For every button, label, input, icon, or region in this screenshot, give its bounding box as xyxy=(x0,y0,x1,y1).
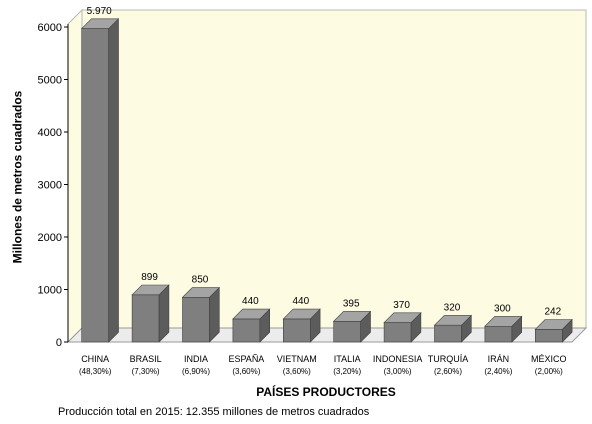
footnote: Producción total en 2015: 12.355 millone… xyxy=(58,406,370,418)
bars: 5.970 899 850 440 440 395 370 320 300 242 xyxy=(80,6,573,343)
x-tick-label: TURQUÍA xyxy=(428,354,469,364)
bar-top xyxy=(131,284,170,296)
bar-front xyxy=(434,324,462,343)
plot-background xyxy=(81,9,587,329)
data-label: 440 xyxy=(242,296,259,307)
bar-top xyxy=(433,315,473,326)
x-tick-label: BRASIL xyxy=(130,354,162,364)
x-tick-label: ESPAÑA xyxy=(228,354,264,364)
y-tick-label: 3000 xyxy=(38,180,62,192)
bar xyxy=(131,284,170,343)
bar-top xyxy=(534,319,573,330)
bar xyxy=(282,308,321,343)
y-axis-title: Millones de metros cuadrados xyxy=(2,52,32,302)
data-label: 320 xyxy=(444,302,461,313)
bar-top xyxy=(383,312,422,323)
x-tick-sublabel: (3,60%) xyxy=(283,367,311,376)
y-axis: 0 1000 2000 3000 4000 5000 6000 xyxy=(38,22,69,349)
bar xyxy=(181,286,221,343)
bar-front xyxy=(182,297,210,343)
x-tick-sublabel: (7,30%) xyxy=(132,367,160,376)
y-tick-label: 2000 xyxy=(38,232,62,244)
bar xyxy=(534,318,573,343)
bar-front xyxy=(333,320,362,343)
bar-top xyxy=(232,308,271,320)
x-tick-label: MÉXICO xyxy=(531,354,567,364)
x-axis: CHINA (48,30%) BRASIL (7,30%) INDIA (6,90%) ES… xyxy=(79,354,567,376)
data-label: 395 xyxy=(343,298,360,309)
x-tick-sublabel: (3,60%) xyxy=(232,367,260,376)
bar xyxy=(232,308,271,343)
bar xyxy=(80,18,120,343)
plot-area xyxy=(66,8,588,344)
data-label: 370 xyxy=(393,300,410,311)
data-label: 242 xyxy=(544,306,561,317)
y-tick-label: 6000 xyxy=(38,22,62,34)
bar xyxy=(332,310,372,343)
y-axis-title-text: Millones de metros cuadrados xyxy=(10,90,24,264)
bar-side xyxy=(108,18,119,343)
bar-front xyxy=(232,318,261,343)
x-tick-sublabel: (2,00%) xyxy=(535,367,563,376)
bar xyxy=(484,315,523,343)
bar-front xyxy=(282,318,311,343)
bar-front xyxy=(484,325,513,343)
bar-top xyxy=(80,18,120,29)
x-tick-sublabel: (48,30%) xyxy=(79,367,112,376)
x-tick-sublabel: (3,00%) xyxy=(384,367,412,376)
bar-front xyxy=(383,322,412,343)
y-tick-label: 4000 xyxy=(38,127,62,139)
y-tick-label: 1000 xyxy=(38,285,62,297)
bar-top xyxy=(484,316,523,327)
bar-front xyxy=(81,28,109,343)
bar-front xyxy=(131,294,160,343)
x-tick-sublabel: (6,90%) xyxy=(182,367,210,376)
x-tick-sublabel: (2,40%) xyxy=(484,367,512,376)
data-label: 300 xyxy=(494,303,511,314)
x-axis-title: PAÍSES PRODUCTORES xyxy=(256,385,396,399)
bar-front xyxy=(534,328,563,343)
plot-side-wall xyxy=(67,8,83,344)
x-tick-label: INDONESIA xyxy=(373,354,423,364)
x-tick-sublabel: (2,60%) xyxy=(434,367,462,376)
x-tick-label: IRÁN xyxy=(488,354,510,364)
bar-top xyxy=(332,311,372,322)
data-label: 899 xyxy=(141,272,158,283)
data-label: 850 xyxy=(192,275,209,286)
bar-top xyxy=(282,308,321,320)
bar xyxy=(383,312,422,343)
y-tick-label: 5000 xyxy=(38,75,62,87)
x-tick-label: ITALIA xyxy=(334,354,361,364)
y-tick-label: 0 xyxy=(56,337,62,349)
x-tick-label: VIETNAM xyxy=(277,354,317,364)
data-label: 440 xyxy=(292,296,309,307)
data-label: 5.970 xyxy=(87,6,112,17)
bar-top xyxy=(181,287,221,298)
bar xyxy=(433,314,473,343)
x-tick-sublabel: (3,20%) xyxy=(333,367,361,376)
x-tick-label: CHINA xyxy=(81,354,109,364)
x-tick-label: INDIA xyxy=(184,354,208,364)
